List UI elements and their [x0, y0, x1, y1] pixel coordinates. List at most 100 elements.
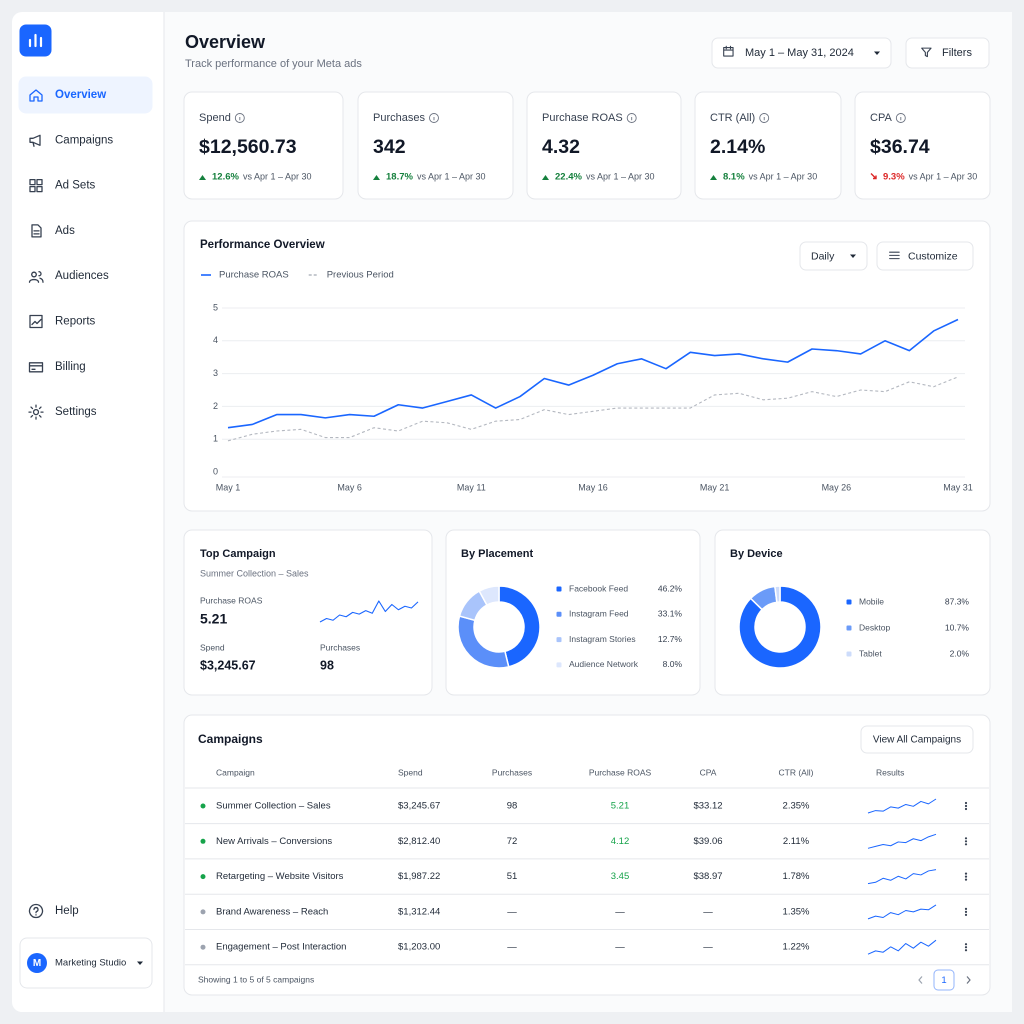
y-tick-label: 0	[213, 466, 218, 476]
row-menu[interactable]	[964, 875, 968, 878]
customize-button[interactable]	[876, 241, 974, 271]
cell: $39.06	[693, 836, 722, 847]
kpi-label: Purchase ROAS	[542, 112, 623, 124]
row-menu[interactable]	[964, 910, 968, 914]
legend-label: Tablet	[859, 648, 882, 658]
column-header: CTR (All)	[779, 767, 814, 777]
cell: —	[615, 906, 625, 917]
nav-icon	[28, 404, 44, 420]
status-dot	[200, 803, 206, 809]
cell: Summer Collection – Sales	[216, 801, 331, 812]
help-link[interactable]: Help	[55, 905, 79, 917]
caret	[874, 51, 880, 55]
series-line	[227, 318, 959, 429]
workspace-switcher[interactable]	[19, 937, 153, 989]
card-title: By Device	[730, 548, 783, 560]
metric-value: $3,245.67	[200, 658, 256, 672]
date-range-picker[interactable]	[711, 37, 892, 69]
filters-label: Filters	[942, 47, 972, 59]
cell: —	[507, 906, 517, 917]
card-title: Campaigns	[198, 732, 263, 746]
series-line	[227, 376, 959, 442]
campaign-name: Summer Collection – Sales	[200, 568, 309, 578]
nav-item[interactable]: Campaigns	[55, 134, 113, 146]
avatar-initial: M	[33, 958, 41, 969]
row-menu[interactable]	[964, 872, 968, 875]
cell: $1,203.00	[398, 942, 440, 953]
row-menu[interactable]	[964, 843, 968, 846]
info-icon	[234, 113, 245, 123]
help-icon	[28, 903, 44, 919]
nav-item[interactable]: Ad Sets	[55, 180, 96, 192]
date-range: May 1 – May 31, 2024	[745, 47, 854, 59]
cell: 4.12	[611, 836, 630, 847]
prev-page[interactable]	[918, 976, 923, 984]
page-title: Overview	[185, 32, 266, 52]
nav-item[interactable]: Settings	[55, 406, 97, 418]
status-dot	[200, 944, 206, 950]
kpi-card	[526, 91, 682, 200]
sparkline	[319, 600, 419, 623]
row-menu[interactable]	[964, 878, 968, 881]
nav-item[interactable]: Reports	[55, 316, 96, 328]
kpi-card	[694, 91, 842, 200]
x-tick-label: May 6	[337, 482, 362, 492]
nav-icon	[28, 362, 44, 373]
results-sparkline	[867, 869, 937, 885]
nav-active-bg	[18, 76, 153, 114]
cell: Engagement – Post Interaction	[216, 942, 346, 953]
legend-swatch	[556, 586, 562, 592]
table-footer: Showing 1 to 5 of 5 campaigns	[198, 974, 314, 984]
status-dot	[200, 874, 206, 880]
info-icon	[429, 113, 439, 123]
next-page[interactable]	[966, 976, 971, 984]
nav-item[interactable]: Audiences	[55, 270, 109, 282]
view-all-button[interactable]	[860, 725, 974, 754]
row-menu[interactable]	[964, 907, 968, 911]
metric-label: Purchase ROAS	[200, 595, 263, 605]
filters-button[interactable]	[905, 37, 990, 69]
nav-icon	[31, 224, 42, 238]
metric-label: Spend	[200, 642, 225, 652]
cell: 2.11%	[783, 836, 810, 847]
kpi-value: 4.32	[542, 136, 580, 158]
row-menu[interactable]	[964, 949, 968, 952]
row-menu[interactable]	[964, 840, 968, 843]
legend-swatch	[556, 611, 562, 617]
metric-label: Purchases	[320, 642, 360, 652]
row-menu[interactable]	[964, 804, 968, 808]
legend-label: Previous Period	[327, 270, 394, 281]
cell: —	[703, 942, 713, 953]
cell: $2,812.40	[398, 836, 440, 847]
row-menu[interactable]	[964, 807, 968, 811]
trend-up	[199, 175, 206, 180]
kpi-change: 18.7%	[386, 172, 413, 183]
x-tick-label: May 1	[216, 482, 241, 492]
row-menu[interactable]	[964, 946, 968, 949]
interval-label: Daily	[811, 250, 835, 262]
cell: 1.22%	[783, 942, 810, 953]
nav-item[interactable]: Billing	[55, 361, 86, 373]
legend-label: Instagram Stories	[569, 634, 636, 644]
workspace-name: Marketing Studio	[55, 958, 126, 969]
cell: —	[703, 906, 713, 917]
row-menu[interactable]	[964, 837, 968, 840]
row-menu[interactable]	[964, 913, 968, 917]
interval-select[interactable]	[799, 241, 868, 271]
view-all-label[interactable]: View All Campaigns	[873, 735, 961, 746]
row-menu[interactable]	[964, 801, 968, 805]
row-menu[interactable]	[964, 943, 968, 946]
cell: —	[507, 942, 517, 953]
campaigns-card	[183, 714, 991, 996]
legend-value: 87.3%	[945, 596, 970, 606]
trend-up	[710, 175, 717, 180]
nav-item[interactable]: Overview	[55, 89, 106, 101]
column-header: CPA	[700, 767, 717, 777]
current-page[interactable]	[933, 969, 955, 991]
nav-item[interactable]: Ads	[55, 225, 75, 237]
donut-slice	[478, 585, 500, 607]
y-tick-label: 2	[213, 401, 218, 411]
cell: 98	[507, 801, 518, 812]
kpi-change: 22.4%	[555, 172, 582, 183]
